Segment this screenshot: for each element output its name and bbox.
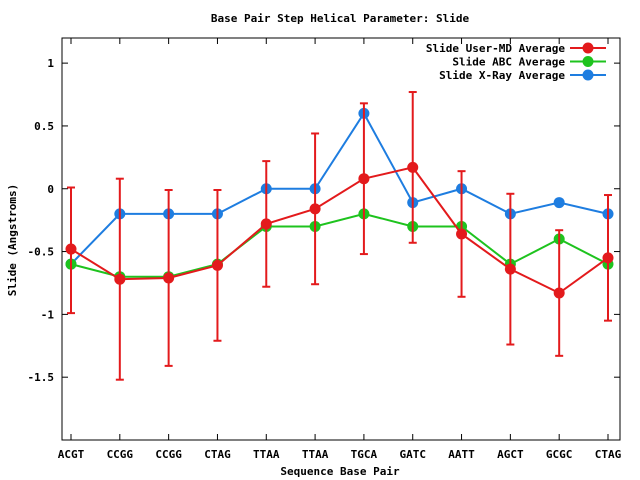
- data-point: [358, 173, 370, 185]
- x-tick-label: CTAG: [204, 448, 231, 461]
- y-axis-label: Slide (Angstroms): [6, 184, 19, 297]
- y-axis-ticks: 1 0.5 0 -0.5 -1 -1.5: [28, 57, 620, 384]
- x-tick-label: ACGT: [58, 448, 85, 461]
- legend-label: Slide ABC Average: [452, 56, 565, 69]
- data-point: [211, 259, 223, 271]
- y-tick-label: -1: [41, 308, 55, 321]
- x-tick-label: TTAA: [253, 448, 280, 461]
- series-line: [70, 111, 609, 265]
- plot-frame: [61, 37, 621, 441]
- y-tick-label: -1.5: [28, 371, 55, 384]
- x-axis-label: Sequence Base Pair: [280, 465, 400, 478]
- x-tick-label: AGCT: [497, 448, 524, 461]
- x-tick-label: GATC: [399, 448, 426, 461]
- data-point: [260, 218, 272, 230]
- y-tick-label: 0: [47, 183, 54, 196]
- legend-marker: [582, 56, 594, 67]
- legend-label: Slide User-MD Average: [426, 42, 565, 55]
- x-axis-ticks: ACGT CCGG CCGG CTAG TTAA TTAA TGCA GATC AATT AGCT…: [58, 38, 622, 461]
- x-tick-label: CCGG: [107, 448, 134, 461]
- chart-title: Base Pair Step Helical Parameter: Slide: [211, 12, 470, 25]
- x-tick-label: TGCA: [351, 448, 378, 461]
- data-point: [114, 273, 126, 285]
- y-tick-label: 1: [47, 57, 54, 70]
- x-tick-label: CCGG: [155, 448, 182, 461]
- y-tick-label: 0.5: [34, 120, 54, 133]
- data-point: [163, 272, 175, 284]
- series-2: [65, 107, 614, 270]
- y-tick-label: -0.5: [28, 246, 55, 259]
- data-point: [504, 263, 516, 275]
- series-1: [65, 208, 614, 283]
- x-tick-label: CTAG: [595, 448, 622, 461]
- legend-label: Slide X-Ray Average: [439, 69, 565, 82]
- data-point: [65, 243, 77, 255]
- data-point: [553, 287, 565, 299]
- data-point: [407, 161, 419, 173]
- data-point: [602, 252, 614, 264]
- series-0: [65, 91, 614, 381]
- data-point: [553, 197, 565, 209]
- data-point: [456, 228, 468, 240]
- data-point: [309, 203, 321, 215]
- series-line: [70, 212, 609, 278]
- legend-marker: [582, 69, 594, 81]
- x-tick-label: TTAA: [302, 448, 329, 461]
- x-tick-label: GCGC: [546, 448, 573, 461]
- x-tick-label: AATT: [448, 448, 475, 461]
- series-layer: [65, 91, 614, 381]
- legend-marker: [582, 42, 594, 54]
- series-line: [70, 166, 609, 295]
